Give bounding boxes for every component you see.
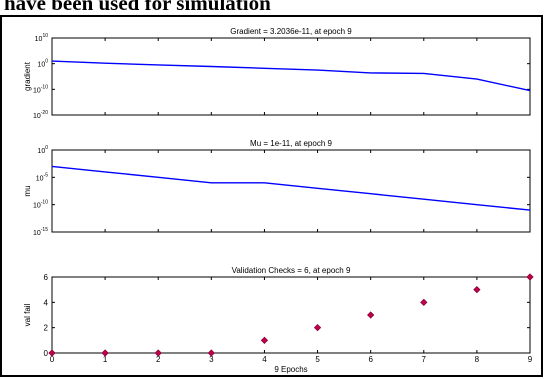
y-axis-label-2: mu (23, 185, 32, 196)
x-tick-label: 4 (262, 355, 267, 364)
data-point (154, 349, 162, 357)
series-line-2 (51, 165, 531, 211)
y-tick-label: 2 (44, 324, 49, 333)
plot-title-1: Gradient = 3.2036e-11, at epoch 9 (230, 27, 352, 36)
x-tick-label: 9 (528, 355, 533, 364)
y-axis-label-1: gradient (23, 61, 32, 91)
y-tick-label: 1010 (35, 33, 49, 43)
data-point (526, 273, 534, 281)
data-point (207, 349, 215, 357)
page-heading: have been used for simulation (4, 0, 271, 15)
x-tick-label: 7 (422, 355, 427, 364)
data-point (260, 336, 269, 344)
y-tick-label: 10-5 (36, 172, 48, 182)
data-point (48, 349, 56, 357)
x-tick-label: 0 (50, 355, 55, 364)
y-tick-label: 6 (44, 273, 49, 282)
x-tick-label: 5 (315, 355, 320, 364)
data-point (420, 298, 428, 306)
y-tick-label: 10-10 (33, 84, 48, 94)
x-tick-label: 1 (103, 355, 108, 364)
plot-title-2: Mu = 1e-11, at epoch 9 (250, 139, 332, 148)
x-tick-label: 3 (209, 355, 214, 364)
y-tick-label: 10-10 (33, 200, 48, 210)
y-tick-label: 100 (37, 59, 48, 69)
series-line-1 (51, 60, 531, 92)
y-tick-label: 0 (44, 349, 49, 358)
plot-title-3: Validation Checks = 6, at epoch 9 (232, 266, 351, 275)
data-point (313, 324, 322, 332)
data-point (101, 349, 109, 357)
x-tick-label: 2 (156, 355, 161, 364)
data-point (367, 311, 375, 319)
x-tick-label: 8 (475, 355, 480, 364)
x-axis-label: 9 Epochs (274, 365, 307, 374)
y-tick-label: 4 (44, 298, 49, 307)
y-axis-label-3: val fail (23, 303, 32, 326)
x-tick-label: 6 (368, 355, 373, 364)
y-tick-label: 100 (37, 145, 48, 155)
data-point (473, 286, 481, 294)
plot-area-2 (51, 149, 531, 233)
plot-area-3 (51, 276, 531, 354)
y-tick-label: 10-20 (33, 110, 48, 120)
y-tick-label: 10-15 (33, 227, 48, 237)
